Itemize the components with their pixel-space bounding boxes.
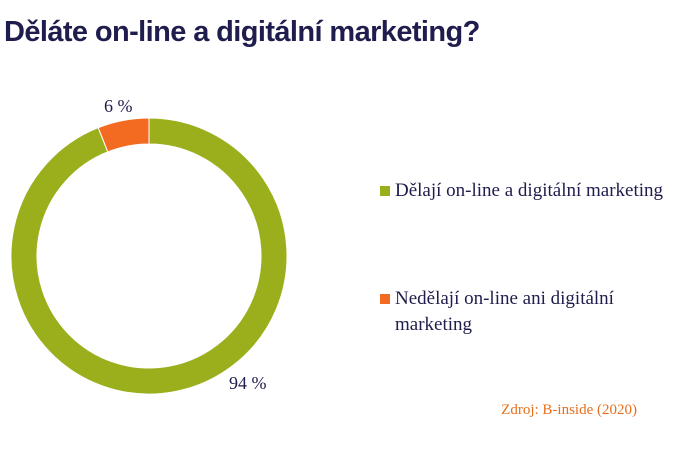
donut-slice-nedela (97, 117, 150, 153)
data-label-nedela: 6 % (104, 96, 133, 116)
legend-label-dela: Dělají on-line a digitální marketing (395, 180, 664, 201)
legend-swatch-dela (380, 186, 390, 196)
legend-item-dela: Dělají on-line a digitální marketing (380, 178, 670, 204)
legend-swatch-nedela (380, 294, 390, 304)
chart-title: Děláte on-line a digitální marketing? (4, 16, 480, 48)
legend-item-nedela: Nedělají on-line ani digitální marketing (380, 286, 670, 338)
data-label-dela: 94 % (229, 373, 267, 393)
donut-slice-dela (10, 117, 288, 395)
donut-slices (10, 117, 288, 395)
source-note: Zdroj: B-inside (2020) (501, 402, 637, 418)
legend-label-nedela: Nedělají on-line ani digitální marketing (395, 288, 614, 335)
